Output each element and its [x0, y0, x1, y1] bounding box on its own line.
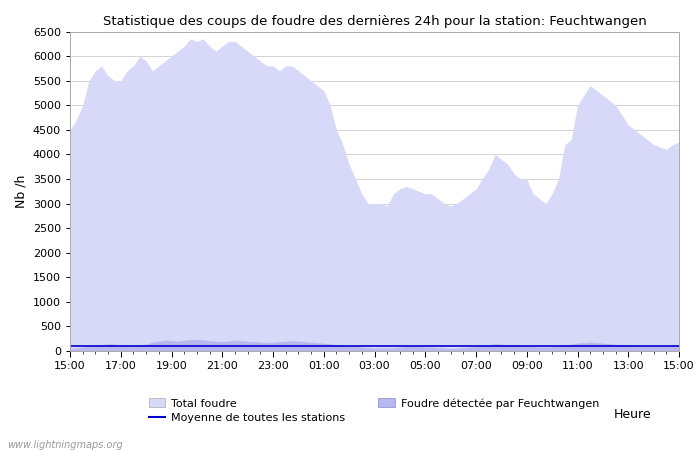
Y-axis label: Nb /h: Nb /h	[14, 175, 27, 208]
Legend: Total foudre, Moyenne de toutes les stations, Foudre détectée par Feuchtwangen: Total foudre, Moyenne de toutes les stat…	[148, 398, 599, 423]
Text: Heure: Heure	[613, 408, 651, 421]
Text: www.lightningmaps.org: www.lightningmaps.org	[7, 440, 122, 450]
Title: Statistique des coups de foudre des dernières 24h pour la station: Feuchtwangen: Statistique des coups de foudre des dern…	[103, 14, 646, 27]
